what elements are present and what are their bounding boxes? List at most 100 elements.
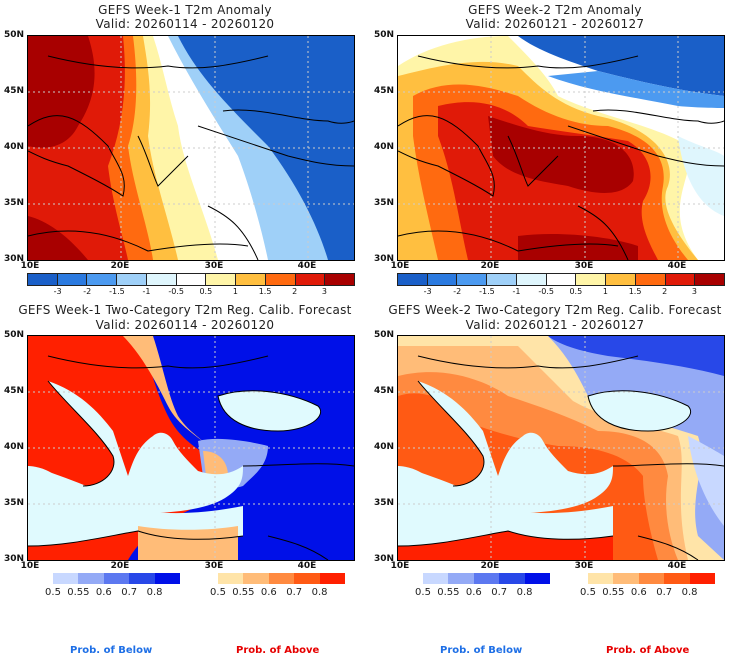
colorbar-label: 0.8 [681, 587, 698, 598]
panel-week1-anomaly: GEFS Week-1 T2m Anomaly Valid: 20260114 … [0, 0, 370, 330]
colorbar-swatch [606, 274, 636, 285]
panel-week2-probability: GEFS Week-2 Two-Category T2m Reg. Calib.… [370, 300, 740, 662]
colorbar-label: -3 [423, 287, 432, 296]
colorbar-label: -1 [142, 287, 151, 296]
colorbar-swatch [695, 274, 725, 285]
colorbar-label: 2 [662, 287, 668, 296]
colorbar-label: 3 [321, 287, 327, 296]
colorbar-label: 0.6 [465, 587, 482, 598]
lat-label: 45N [3, 86, 24, 96]
colorbar-swatch [576, 274, 607, 285]
colorbar-label: 0.6 [630, 587, 647, 598]
lat-label: 50N [3, 30, 24, 40]
lat-label: 35N [3, 198, 24, 208]
colorbar-swatch [457, 274, 488, 285]
colorbar-label: 0.55 [437, 587, 460, 598]
lat-label: 35N [373, 498, 394, 508]
lat-label: 50N [373, 330, 394, 340]
lat-label: 40N [373, 142, 394, 152]
panel-title: GEFS Week-1 T2m Anomaly [98, 3, 272, 17]
map-canvas [28, 36, 354, 260]
panel-week1-probability: GEFS Week-1 Two-Category T2m Reg. Calib.… [0, 300, 370, 662]
colorbar-label: -1.5 [479, 287, 495, 296]
prob-below-caption: Prob. of Below [70, 645, 153, 656]
colorbar-label: 1 [232, 287, 238, 296]
prob-above-colorbar [588, 573, 716, 584]
colorbar-label: 0.7 [286, 587, 303, 598]
colorbar-label: 1 [602, 287, 608, 296]
colorbar-label: 0.7 [121, 587, 138, 598]
colorbar-label: -2 [83, 287, 92, 296]
lon-label: 20E [480, 561, 500, 571]
colorbar-swatch [206, 274, 237, 285]
colorbar-swatch [146, 274, 177, 285]
colorbar-swatch [218, 573, 244, 584]
lon-label: 20E [110, 561, 130, 571]
lat-label: 45N [373, 86, 394, 96]
panel-valid-dates: Valid: 20260114 - 20260120 [95, 17, 275, 31]
lat-label: 35N [3, 498, 24, 508]
colorbar-label: 0.8 [311, 587, 328, 598]
map-canvas [398, 336, 724, 560]
colorbar-label: 0.8 [516, 587, 533, 598]
colorbar-swatch [319, 573, 346, 584]
colorbar-swatch [665, 274, 696, 285]
colorbar-label: 2 [292, 287, 298, 296]
colorbar-label: 1.5 [628, 287, 642, 296]
lon-label: 30E [574, 261, 594, 271]
colorbar-swatch [487, 274, 517, 285]
colorbar-swatch [423, 573, 449, 584]
colorbar-label: -1.5 [109, 287, 125, 296]
lon-label: 20E [480, 261, 500, 271]
colorbar-swatch [448, 573, 474, 584]
colorbar-swatch [268, 573, 295, 584]
colorbar-label: -0.5 [168, 287, 184, 296]
lat-label: 40N [3, 142, 24, 152]
colorbar-label: 0.5 [45, 587, 61, 598]
lon-label: 20E [110, 261, 130, 271]
panel-title: GEFS Week-1 Two-Category T2m Reg. Calib.… [18, 303, 352, 317]
colorbar-label: 0.5 [199, 287, 213, 296]
colorbar-label: 0.6 [260, 587, 277, 598]
colorbar-swatch [295, 274, 326, 285]
colorbar-swatch [129, 573, 155, 584]
prob-above-caption: Prob. of Above [606, 645, 690, 656]
colorbar-swatch [635, 274, 666, 285]
colorbar-swatch [117, 274, 147, 285]
anomaly-map [27, 35, 355, 261]
lon-label: 10E [20, 261, 40, 271]
colorbar-swatch [638, 573, 665, 584]
lon-label: 10E [20, 561, 40, 571]
colorbar-label: 0.6 [95, 587, 112, 598]
colorbar-swatch [294, 573, 320, 584]
colorbar-label: 0.5 [569, 287, 583, 296]
panel-week2-anomaly: GEFS Week-2 T2m Anomaly Valid: 20260121 … [370, 0, 740, 330]
prob-below-colorbar [53, 573, 181, 584]
colorbar-label: 0.55 [67, 587, 90, 598]
colorbar-swatch [78, 573, 104, 584]
colorbar-label: 0.55 [602, 587, 625, 598]
colorbar-label: 0.8 [146, 587, 163, 598]
colorbar-label: 0.5 [415, 587, 431, 598]
panel-valid-dates: Valid: 20260121 - 20260127 [465, 318, 645, 332]
lon-label: 10E [390, 261, 410, 271]
colorbar-swatch [546, 274, 577, 285]
lat-label: 30N [3, 554, 24, 564]
colorbar-swatch [265, 274, 296, 285]
lat-label: 40N [3, 442, 24, 452]
colorbar-swatch [398, 274, 428, 285]
colorbar-swatch [613, 573, 639, 584]
colorbar-swatch [28, 274, 58, 285]
colorbar-swatch [53, 573, 79, 584]
colorbar-swatch [57, 274, 88, 285]
colorbar-label: 1.5 [258, 287, 272, 296]
lon-label: 40E [667, 561, 687, 571]
lat-label: 50N [373, 30, 394, 40]
anomaly-colorbar [27, 273, 355, 286]
colorbar-label: -1 [512, 287, 521, 296]
lat-label: 30N [373, 554, 394, 564]
lat-label: 30N [3, 254, 24, 264]
colorbar-label: 3 [691, 287, 697, 296]
map-canvas [398, 36, 724, 260]
lat-label: 30N [373, 254, 394, 264]
